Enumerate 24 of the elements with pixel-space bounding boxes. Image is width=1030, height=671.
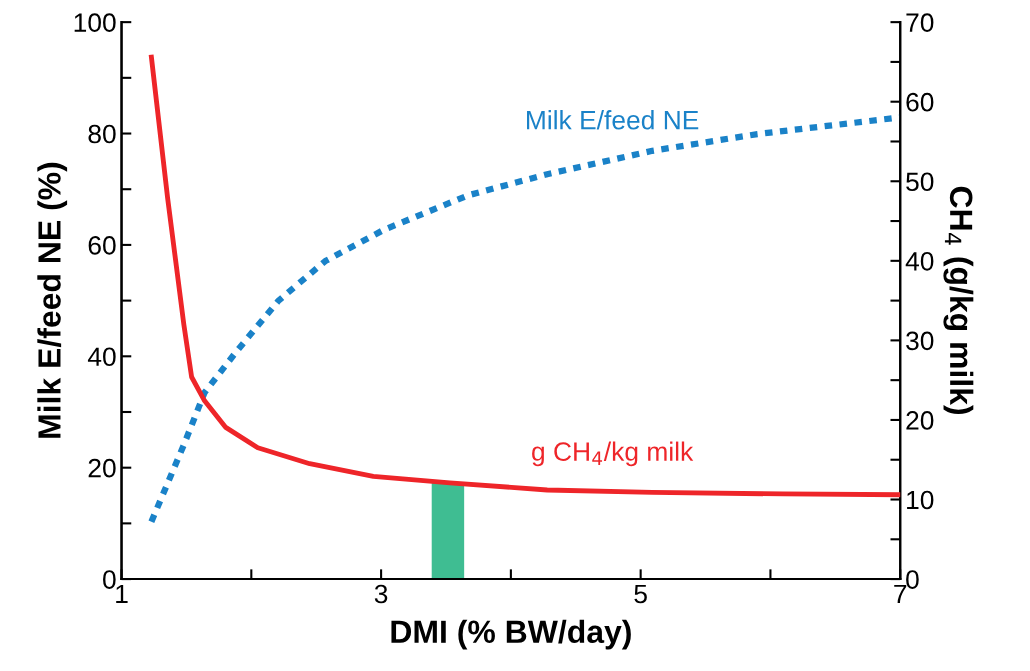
series-label: Milk E/feed NE xyxy=(527,110,699,130)
y-tick-label: 100 xyxy=(74,13,116,32)
y-tick-label: 40 xyxy=(87,347,116,367)
y-axis-title: Milk E/feed NE (%) xyxy=(37,162,68,438)
y-tick-label: 80 xyxy=(88,124,116,144)
y2-tick-label: 10 xyxy=(907,490,934,510)
x-tick-label: 5 xyxy=(634,584,647,604)
y2-tick-label: 40 xyxy=(905,251,934,271)
y2-tick-label: 20 xyxy=(906,411,934,430)
y2-tick-label: 60 xyxy=(906,92,934,112)
series-label: g CH$_{4}$/kg milk xyxy=(532,441,694,467)
x-tick-label: 1 xyxy=(116,584,128,604)
y2-tick-label: 70 xyxy=(906,13,934,32)
y2-axis-title: CH$_{4}$ (g/kg milk) xyxy=(943,186,974,415)
y-tick-label: 20 xyxy=(88,458,116,478)
y-tick-label: 0 xyxy=(103,570,116,589)
y2-tick-label: 0 xyxy=(906,570,919,589)
line-series xyxy=(148,54,901,498)
x-tick-label: 3 xyxy=(374,584,388,604)
y2-tick-label: 30 xyxy=(906,331,934,351)
y2-tick-label: 50 xyxy=(906,172,934,192)
x-axis-title: DMI (% BW/day) xyxy=(391,619,631,650)
x-tick-label: 7 xyxy=(894,584,907,604)
y-tick-label: 60 xyxy=(88,236,116,255)
